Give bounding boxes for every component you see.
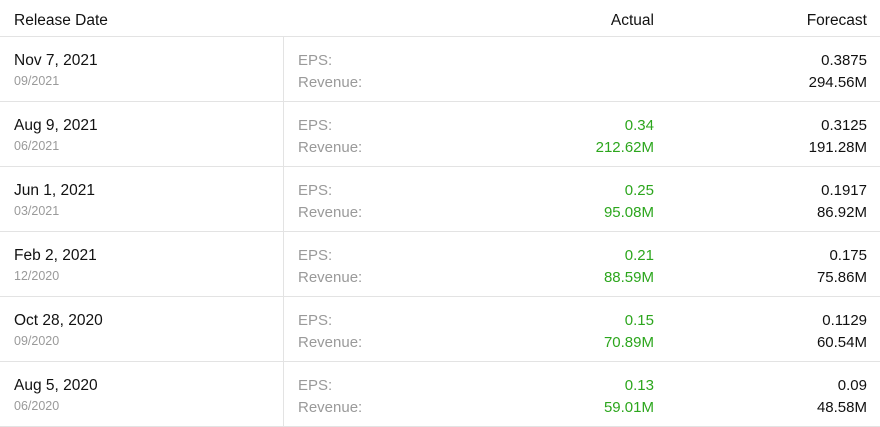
table-header: Release Date Actual Forecast — [0, 0, 880, 37]
release-date-cell: Jun 1, 2021 03/2021 — [14, 182, 95, 219]
release-date-cell: Oct 28, 2020 09/2020 — [14, 312, 103, 349]
eps-label: EPS: — [298, 52, 333, 69]
column-divider — [283, 102, 284, 166]
fiscal-period: 06/2021 — [14, 139, 60, 153]
eps-forecast: 0.1129 — [822, 312, 867, 329]
release-date: Feb 2, 2021 — [14, 247, 97, 264]
table-row[interactable]: Aug 9, 2021 06/2021 EPS: Revenue: 0.34 2… — [0, 102, 880, 167]
release-date-cell: Nov 7, 2021 09/2021 — [14, 52, 98, 89]
revenue-forecast: 191.28M — [808, 139, 867, 156]
eps-forecast: 0.1917 — [821, 182, 867, 199]
revenue-actual: 70.89M — [603, 334, 654, 351]
column-divider — [283, 232, 284, 296]
revenue-actual: 88.59M — [603, 269, 654, 286]
release-date: Nov 7, 2021 — [14, 52, 98, 69]
revenue-forecast: 86.92M — [816, 204, 867, 221]
revenue-label: Revenue: — [298, 204, 363, 221]
eps-forecast: 0.09 — [837, 377, 867, 394]
release-date: Aug 9, 2021 — [14, 117, 98, 134]
eps-actual: 0.13 — [624, 377, 654, 394]
table-row[interactable]: Oct 28, 2020 09/2020 EPS: Revenue: 0.15 … — [0, 297, 880, 362]
fiscal-period: 06/2020 — [14, 399, 60, 413]
column-divider — [283, 362, 284, 426]
eps-forecast: 0.175 — [829, 247, 867, 264]
revenue-label: Revenue: — [298, 399, 363, 416]
fiscal-period: 09/2021 — [14, 74, 60, 88]
fiscal-period: 09/2020 — [14, 334, 60, 348]
header-release-date[interactable]: Release Date — [14, 12, 108, 29]
header-actual[interactable]: Actual — [610, 12, 654, 29]
release-date-cell: Aug 9, 2021 06/2021 — [14, 117, 98, 154]
eps-label: EPS: — [298, 247, 333, 264]
revenue-actual: 59.01M — [603, 399, 654, 416]
table-row[interactable]: Jun 1, 2021 03/2021 EPS: Revenue: 0.25 9… — [0, 167, 880, 232]
eps-actual: 0.25 — [624, 182, 654, 199]
release-date: Jun 1, 2021 — [14, 182, 96, 199]
eps-forecast: 0.3125 — [821, 117, 867, 134]
table-row[interactable]: Aug 5, 2020 06/2020 EPS: Revenue: 0.13 5… — [0, 362, 880, 427]
eps-actual: 0.15 — [624, 312, 654, 329]
eps-actual: 0.21 — [624, 247, 654, 264]
release-date: Oct 28, 2020 — [14, 312, 103, 329]
table-row[interactable]: Nov 7, 2021 09/2021 EPS: Revenue: 0.3875… — [0, 37, 880, 102]
revenue-forecast: 48.58M — [816, 399, 867, 416]
revenue-forecast: 75.86M — [816, 269, 867, 286]
column-divider — [283, 167, 284, 231]
eps-actual: 0.34 — [624, 117, 654, 134]
revenue-actual: 95.08M — [603, 204, 654, 221]
release-date: Aug 5, 2020 — [14, 377, 98, 394]
header-forecast[interactable]: Forecast — [806, 12, 867, 29]
eps-label: EPS: — [298, 312, 333, 329]
fiscal-period: 03/2021 — [14, 204, 60, 218]
revenue-forecast: 294.56M — [808, 74, 867, 91]
revenue-label: Revenue: — [298, 269, 363, 286]
revenue-label: Revenue: — [298, 139, 363, 156]
column-divider — [283, 37, 284, 101]
revenue-label: Revenue: — [298, 74, 363, 91]
revenue-forecast: 60.54M — [816, 334, 867, 351]
eps-forecast: 0.3875 — [821, 52, 867, 69]
fiscal-period: 12/2020 — [14, 269, 60, 283]
eps-label: EPS: — [298, 182, 333, 199]
revenue-actual: 212.62M — [595, 139, 654, 156]
eps-label: EPS: — [298, 117, 333, 134]
column-divider — [283, 297, 284, 361]
table-row[interactable]: Feb 2, 2021 12/2020 EPS: Revenue: 0.21 8… — [0, 232, 880, 297]
revenue-label: Revenue: — [298, 334, 363, 351]
eps-label: EPS: — [298, 377, 333, 394]
release-date-cell: Feb 2, 2021 12/2020 — [14, 247, 97, 284]
release-date-cell: Aug 5, 2020 06/2020 — [14, 377, 98, 414]
